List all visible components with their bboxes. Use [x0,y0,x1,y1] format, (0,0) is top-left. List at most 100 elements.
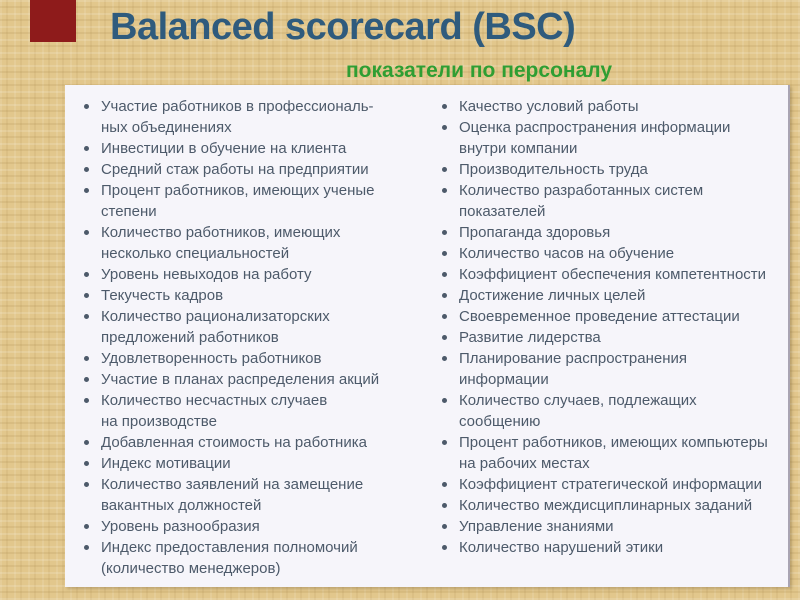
bullet-icon [84,167,89,172]
list-item-text: Оценка распространения информации внутри… [459,119,731,157]
bullet-icon [84,377,89,382]
bullet-icon [442,335,447,340]
bullet-icon [442,545,447,550]
bullet-icon [442,440,447,445]
slide-title: Balanced scorecard (BSC) [110,6,576,48]
bullet-icon [84,314,89,319]
list-item-text: Коэффициент стратегической информации [459,476,763,493]
bullet-icon [84,104,89,109]
list-item-text: Количество разработанных систем показате… [459,182,704,220]
list-item-text: Своевременное проведение аттестации [459,308,740,325]
list-item-text: Удовлетворенность работников [101,350,322,367]
bullet-icon [442,230,447,235]
list-item: Оценка распространения информации внутри… [435,117,788,159]
list-item: Участие работников в профессиональ- ных … [77,96,435,138]
list-item: Индекс мотивации [77,453,435,474]
list-item: Процент работников, имеющих ученые степе… [77,180,435,222]
bullet-icon [442,398,447,403]
list-item-text: Добавленная стоимость на работника [101,434,367,451]
list-item-text: Планирование распространения информации [459,350,687,388]
list-item: Количество нарушений этики [435,537,788,558]
list-item-text: Количество работников, имеющих несколько… [101,224,341,262]
list-item: Уровень разнообразия [77,516,435,537]
list-item-text: Производительность труда [459,161,648,178]
list-item: Процент работников, имеющих компьютеры н… [435,432,788,474]
bullet-icon [442,356,447,361]
bullet-icon [84,524,89,529]
bullet-icon [442,125,447,130]
list-item-text: Количество заявлений на замещение вакант… [101,476,364,514]
list-item-text: Индекс предоставления полномочий (количе… [101,539,358,577]
list-item: Количество рационализаторских предложени… [77,306,435,348]
list-item: Управление знаниями [435,516,788,537]
bullet-icon [442,503,447,508]
list-item: Индекс предоставления полномочий (количе… [77,537,435,579]
list-item-text: Участие в планах распределения акций [101,371,380,388]
list-item-text: Количество рационализаторских предложени… [101,308,330,346]
list-item-text: Достижение личных целей [459,287,646,304]
list-item: Достижение личных целей [435,285,788,306]
bullet-icon [84,440,89,445]
bullet-icon [442,293,447,298]
slide-subtitle: показатели по персоналу [346,59,612,82]
list-item-text: Участие работников в профессиональ- ных … [101,98,374,136]
list-item-text: Текучесть кадров [101,287,224,304]
accent-rectangle [30,0,76,42]
bullet-icon [442,167,447,172]
list-item: Средний стаж работы на предприятии [77,159,435,180]
list-item: Участие в планах распределения акций [77,369,435,390]
list-item: Уровень невыходов на работу [77,264,435,285]
list-item-text: Процент работников, имеющих ученые степе… [101,182,375,220]
bullet-icon [84,188,89,193]
bullet-icon [84,461,89,466]
bullet-icon [84,545,89,550]
list-item: Удовлетворенность работников [77,348,435,369]
list-item-text: Количество несчастных случаев на произво… [101,392,328,430]
list-item-text: Индекс мотивации [101,455,231,472]
bullet-icon [442,314,447,319]
list-item: Текучесть кадров [77,285,435,306]
list-item: Качество условий работы [435,96,788,117]
bullet-icon [442,272,447,277]
list-item-text: Количество случаев, подлежащих сообщению [459,392,697,430]
list-item-text: Развитие лидерства [459,329,601,346]
list-item: Своевременное проведение аттестации [435,306,788,327]
list-item: Количество заявлений на замещение вакант… [77,474,435,516]
list-item-text: Количество междисциплинарных заданий [459,497,753,514]
bullet-icon [84,230,89,235]
list-item: Коэффициент обеспечения компетентности [435,264,788,285]
list-item: Количество работников, имеющих несколько… [77,222,435,264]
bullet-icon [442,482,447,487]
bullet-icon [442,104,447,109]
left-column-list: Участие работников в профессиональ- ных … [77,96,435,587]
list-item-text: Уровень разнообразия [101,518,260,535]
list-item: Количество случаев, подлежащих сообщению [435,390,788,432]
list-item-text: Уровень невыходов на работу [101,266,312,283]
list-item-text: Количество нарушений этики [459,539,664,556]
list-item-text: Качество условий работы [459,98,639,115]
list-item-text: Управление знаниями [459,518,614,535]
list-item-text: Количество часов на обучение [459,245,675,262]
content-panel: Участие работников в профессиональ- ных … [65,85,790,587]
list-item-text: Коэффициент обеспечения компетентности [459,266,767,283]
list-item: Производительность труда [435,159,788,180]
list-item-text: Инвестиции в обучение на клиента [101,140,347,157]
bullet-icon [84,146,89,151]
bullet-icon [84,398,89,403]
list-item: Планирование распространения информации [435,348,788,390]
bullet-icon [442,524,447,529]
bullet-icon [84,356,89,361]
bullet-icon [84,482,89,487]
right-column-list: Качество условий работы Оценка распростра… [435,96,788,587]
bullet-icon [442,251,447,256]
list-item: Коэффициент стратегической информации [435,474,788,495]
list-item: Количество разработанных систем показате… [435,180,788,222]
list-item: Добавленная стоимость на работника [77,432,435,453]
list-item-text: Пропаганда здоровья [459,224,611,241]
list-item: Пропаганда здоровья [435,222,788,243]
bullet-icon [84,272,89,277]
list-item: Инвестиции в обучение на клиента [77,138,435,159]
list-item: Количество междисциплинарных заданий [435,495,788,516]
list-item: Количество несчастных случаев на произво… [77,390,435,432]
